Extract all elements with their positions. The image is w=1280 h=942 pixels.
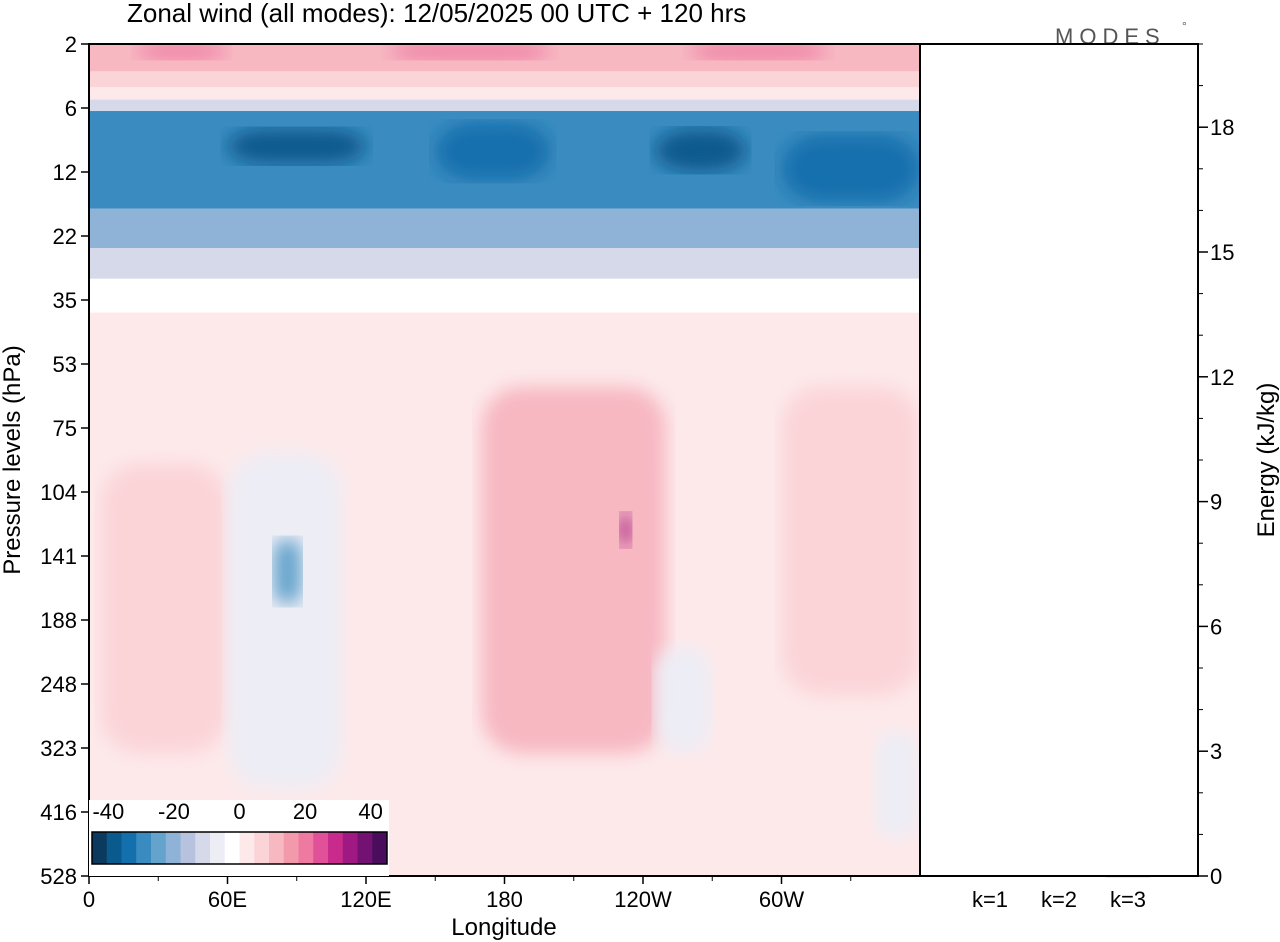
colorbar-swatch bbox=[210, 832, 226, 864]
y-tick-label: 53 bbox=[53, 352, 77, 377]
y-tick-label: 6 bbox=[65, 96, 77, 121]
contour-region bbox=[89, 278, 920, 313]
contour-region bbox=[89, 208, 920, 248]
y-tick-label: 2 bbox=[65, 32, 77, 57]
contour-region bbox=[481, 386, 667, 754]
energy-category-label: k=3 bbox=[1110, 887, 1146, 912]
contour-region bbox=[89, 87, 920, 100]
contour-region bbox=[654, 128, 747, 172]
contour-region bbox=[89, 99, 920, 112]
y-tick-label: 104 bbox=[40, 480, 77, 505]
energy-bar bbox=[1037, 875, 1081, 877]
y-tick-label: 12 bbox=[53, 160, 77, 185]
x-tick-label: 180 bbox=[486, 887, 523, 912]
y-tick-label: 248 bbox=[40, 672, 77, 697]
colorbar-tick-label: 40 bbox=[358, 799, 382, 824]
heatmap-contours bbox=[89, 44, 920, 876]
y-tick-label: 188 bbox=[40, 608, 77, 633]
modes-logo-mark: ° bbox=[1182, 19, 1187, 33]
colorbar-swatch bbox=[92, 832, 108, 864]
contour-region bbox=[135, 44, 228, 60]
colorbar-swatch bbox=[357, 832, 373, 864]
x-axis-label: Longitude bbox=[451, 914, 556, 941]
colorbar-swatch bbox=[165, 832, 181, 864]
colorbar-swatch bbox=[106, 832, 122, 864]
colorbar-swatch bbox=[195, 832, 211, 864]
contour-region bbox=[227, 452, 343, 790]
y-tick-label: 75 bbox=[53, 416, 77, 441]
x-tick-label: 120E bbox=[340, 887, 391, 912]
colorbar-swatch bbox=[298, 832, 314, 864]
colorbar-swatch bbox=[224, 832, 240, 864]
energy-tick-label: 15 bbox=[1210, 240, 1234, 265]
pressure-axis: 2 6 12 22 35 53 75 104 141 188 248 323 416 528 bbox=[40, 32, 89, 889]
contour-region bbox=[873, 730, 920, 839]
y-axis-label: Pressure levels (hPa) bbox=[0, 345, 26, 574]
colorbar-swatch bbox=[342, 832, 358, 864]
colorbar-swatch bbox=[283, 832, 299, 864]
energy-category-label: k=2 bbox=[1041, 887, 1077, 912]
y-tick-label: 416 bbox=[40, 800, 77, 825]
contour-region bbox=[389, 44, 551, 60]
y-tick-label: 323 bbox=[40, 736, 77, 761]
heatmap-plot bbox=[88, 43, 921, 877]
colorbar-swatch bbox=[269, 832, 285, 864]
colorbar-tick-label: -40 bbox=[92, 799, 124, 824]
energy-axis: 0 3 6 9 12 15 18 bbox=[1198, 43, 1234, 889]
colorbar-swatch bbox=[136, 832, 152, 864]
contour-region bbox=[89, 71, 920, 88]
colorbar-tick-label: 20 bbox=[293, 799, 317, 824]
x-tick-label: 120W bbox=[614, 887, 672, 912]
contour-region bbox=[100, 463, 228, 754]
energy-frame bbox=[919, 43, 1199, 877]
colorbar-swatch bbox=[372, 832, 388, 864]
energy-tick-label: 3 bbox=[1210, 739, 1222, 764]
contour-region bbox=[781, 134, 920, 203]
energy-tick-label: 0 bbox=[1210, 864, 1222, 889]
y-tick-label: 22 bbox=[53, 224, 77, 249]
colorbar-swatch bbox=[328, 832, 344, 864]
energy-bar bbox=[1106, 875, 1150, 878]
colorbar: -40 -20 0 20 40 bbox=[89, 799, 389, 876]
colorbar-swatch bbox=[254, 832, 270, 864]
colorbar-swatch bbox=[313, 832, 329, 864]
colorbar-swatch bbox=[151, 832, 167, 864]
energy-category-label: k=1 bbox=[972, 887, 1008, 912]
colorbar-tick-label: 0 bbox=[233, 799, 245, 824]
energy-plot: 0 3 6 9 12 15 18 k=1 k=2 k=3 bbox=[919, 43, 1234, 912]
longitude-axis: 0 60E 120E 180 120W 60W bbox=[83, 876, 852, 912]
colorbar-swatch bbox=[239, 832, 255, 864]
energy-tick-label: 18 bbox=[1210, 115, 1234, 140]
contour-region bbox=[227, 128, 366, 164]
energy-tick-label: 6 bbox=[1210, 614, 1222, 639]
contour-region bbox=[89, 247, 920, 279]
energy-tick-label: 9 bbox=[1210, 490, 1222, 515]
energy-axis-label: Energy (kJ/kg) bbox=[1253, 383, 1280, 538]
y-tick-label: 35 bbox=[53, 288, 77, 313]
y-tick-label: 528 bbox=[40, 864, 77, 889]
contour-region bbox=[654, 645, 713, 754]
contour-region bbox=[781, 386, 920, 696]
x-tick-label: 60W bbox=[759, 887, 804, 912]
y-tick-label: 141 bbox=[40, 544, 77, 569]
x-tick-label: 0 bbox=[83, 887, 95, 912]
chart-title: Zonal wind (all modes): 12/05/2025 00 UT… bbox=[127, 0, 746, 28]
contour-region bbox=[273, 538, 302, 605]
contour-region bbox=[619, 513, 632, 547]
colorbar-tick-label: -20 bbox=[158, 799, 190, 824]
x-tick-label: 60E bbox=[208, 887, 247, 912]
energy-bar bbox=[968, 875, 1012, 877]
contour-region bbox=[689, 44, 828, 60]
energy-tick-label: 12 bbox=[1210, 365, 1234, 390]
colorbar-swatch bbox=[121, 832, 137, 864]
colorbar-frame bbox=[91, 831, 388, 865]
contour-region bbox=[435, 122, 551, 181]
colorbar-swatch bbox=[180, 832, 196, 864]
